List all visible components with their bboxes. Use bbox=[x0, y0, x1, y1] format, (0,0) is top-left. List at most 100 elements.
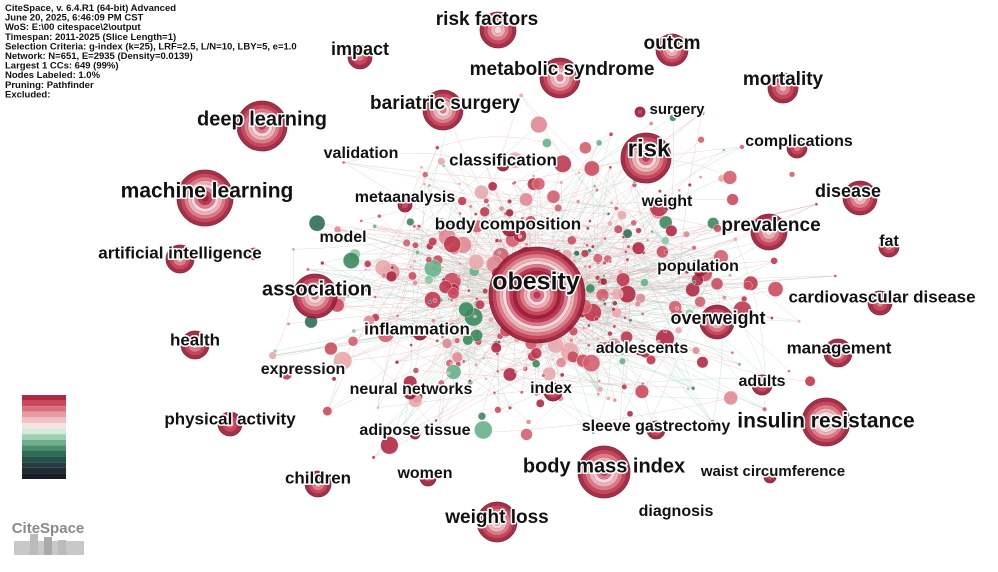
minor-node bbox=[592, 253, 603, 264]
minor-node bbox=[542, 138, 552, 148]
edge bbox=[499, 341, 697, 351]
edge bbox=[375, 202, 446, 318]
minor-node bbox=[656, 339, 661, 344]
minor-node bbox=[542, 366, 557, 381]
minor-node bbox=[333, 351, 353, 371]
minor-node bbox=[533, 390, 540, 396]
node-label: sleeve gastrectomy bbox=[582, 418, 731, 435]
node-ring bbox=[765, 228, 773, 236]
minor-node bbox=[559, 372, 565, 378]
minor-node bbox=[390, 265, 395, 270]
minor-node bbox=[473, 314, 477, 319]
legend-stripe bbox=[22, 411, 66, 418]
edge bbox=[327, 167, 422, 412]
minor-node bbox=[428, 324, 437, 333]
minor-node bbox=[595, 336, 600, 341]
edge bbox=[437, 136, 547, 148]
node-label: body composition bbox=[435, 214, 581, 233]
minor-node bbox=[458, 301, 474, 318]
minor-node bbox=[341, 160, 346, 165]
minor-node bbox=[333, 225, 342, 234]
node-ring bbox=[856, 194, 864, 202]
minor-node bbox=[631, 241, 645, 255]
minor-node bbox=[622, 228, 633, 239]
legend-stripe bbox=[22, 467, 66, 474]
minor-node bbox=[606, 212, 611, 216]
minor-node bbox=[597, 379, 601, 383]
minor-node bbox=[596, 385, 604, 393]
node-ring bbox=[423, 473, 433, 483]
minor-node bbox=[427, 183, 431, 188]
minor-node bbox=[467, 288, 471, 293]
legend-stripe bbox=[22, 473, 66, 479]
minor-node bbox=[489, 226, 494, 231]
minor-node bbox=[431, 318, 436, 323]
edge bbox=[591, 168, 682, 266]
minor-node bbox=[385, 270, 398, 282]
minor-node bbox=[363, 315, 375, 327]
legend-stripe bbox=[22, 434, 66, 440]
minor-node bbox=[687, 182, 692, 187]
minor-node bbox=[630, 219, 637, 227]
legend-stripe bbox=[22, 423, 66, 429]
minor-node bbox=[692, 346, 701, 355]
minor-node bbox=[494, 238, 500, 243]
minor-node bbox=[588, 219, 592, 223]
edge bbox=[314, 124, 540, 310]
minor-node bbox=[576, 228, 581, 232]
node-label: expression bbox=[261, 361, 345, 378]
minor-node bbox=[684, 269, 690, 275]
node-ring bbox=[439, 106, 447, 114]
node-ring bbox=[834, 349, 842, 357]
minor-node bbox=[490, 342, 502, 354]
minor-node bbox=[685, 308, 694, 318]
minor-node bbox=[495, 352, 500, 356]
minor-node bbox=[730, 351, 735, 355]
minor-node bbox=[663, 329, 668, 334]
node-label: index bbox=[530, 380, 572, 397]
minor-node bbox=[530, 116, 548, 134]
edge bbox=[634, 181, 743, 311]
legend-stripe bbox=[22, 462, 66, 468]
minor-node bbox=[498, 238, 503, 243]
edge bbox=[415, 370, 694, 389]
minor-node bbox=[690, 386, 696, 391]
minor-node bbox=[668, 300, 682, 314]
minor-node bbox=[648, 121, 654, 126]
minor-node bbox=[377, 326, 394, 343]
minor-node bbox=[571, 258, 577, 264]
node-ring bbox=[416, 329, 424, 337]
minor-node bbox=[520, 428, 533, 441]
node-ring bbox=[667, 202, 673, 208]
minor-node bbox=[596, 392, 601, 396]
minor-node bbox=[481, 356, 486, 360]
minor-node bbox=[448, 221, 453, 226]
minor-node bbox=[597, 280, 602, 284]
node-ring bbox=[549, 388, 557, 396]
logo-text: CiteSpace bbox=[12, 520, 85, 537]
header-line: Selection Criteria: g-index (k=25), LRF=… bbox=[5, 41, 297, 52]
node-label: insulin resistance bbox=[737, 410, 914, 433]
minor-node bbox=[698, 110, 705, 116]
node-label: waist circumference bbox=[700, 463, 845, 480]
minor-node bbox=[503, 367, 517, 382]
node-ring bbox=[191, 341, 199, 349]
node-ring bbox=[505, 223, 515, 233]
minor-node bbox=[451, 199, 455, 203]
minor-node bbox=[710, 277, 724, 291]
minor-node bbox=[715, 263, 720, 268]
minor-node bbox=[586, 426, 591, 431]
minor-node bbox=[409, 343, 413, 347]
minor-node bbox=[559, 180, 564, 185]
edge bbox=[410, 174, 426, 346]
minor-node bbox=[372, 224, 378, 229]
minor-node bbox=[587, 323, 591, 328]
minor-node bbox=[422, 182, 426, 186]
header-line: Timespan: 2011-2025 (Slice Length=1) bbox=[5, 32, 176, 43]
minor-node bbox=[694, 296, 706, 308]
minor-node bbox=[406, 217, 415, 227]
minor-node bbox=[728, 273, 732, 278]
minor-node bbox=[457, 182, 462, 186]
node-ring bbox=[401, 201, 409, 209]
logo: CiteSpace bbox=[12, 520, 85, 555]
